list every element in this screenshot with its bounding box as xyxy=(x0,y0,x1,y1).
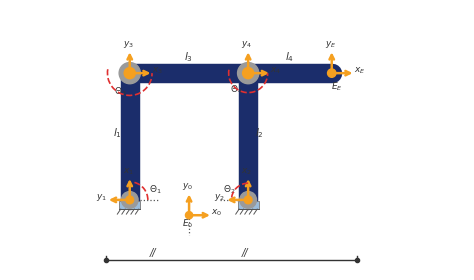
Text: //: // xyxy=(242,248,248,258)
Text: $y_4$: $y_4$ xyxy=(241,39,252,50)
Text: $l_3$: $l_3$ xyxy=(184,50,193,64)
Text: $l_2$: $l_2$ xyxy=(255,127,264,140)
Text: $x_2$: $x_2$ xyxy=(241,166,252,177)
Text: $l_4$: $l_4$ xyxy=(285,50,294,64)
Circle shape xyxy=(240,192,256,208)
Circle shape xyxy=(124,67,135,79)
Circle shape xyxy=(237,62,259,84)
Text: //: // xyxy=(150,248,157,258)
Text: $x_0$: $x_0$ xyxy=(211,207,222,218)
Text: $x_1$: $x_1$ xyxy=(123,166,134,177)
Text: $\Theta_2$: $\Theta_2$ xyxy=(223,184,236,197)
Text: $y_3$: $y_3$ xyxy=(123,39,134,50)
Text: $l_1$: $l_1$ xyxy=(113,127,122,140)
Circle shape xyxy=(243,67,254,79)
Circle shape xyxy=(185,212,193,219)
Circle shape xyxy=(121,192,138,208)
Text: $y_2$: $y_2$ xyxy=(214,192,225,203)
Text: $y_1$: $y_1$ xyxy=(96,192,107,203)
Circle shape xyxy=(119,62,140,84)
Circle shape xyxy=(126,196,134,204)
Text: $\Theta_1$: $\Theta_1$ xyxy=(149,184,161,197)
Text: $x_E$: $x_E$ xyxy=(354,65,365,76)
Text: $\Theta_3$: $\Theta_3$ xyxy=(114,85,127,97)
Text: $E_0$: $E_0$ xyxy=(182,217,193,230)
Text: $y_E$: $y_E$ xyxy=(325,39,336,50)
Text: $x_4$: $x_4$ xyxy=(270,65,282,76)
Text: $E_E$: $E_E$ xyxy=(331,81,343,93)
Bar xyxy=(237,201,259,209)
Circle shape xyxy=(328,69,336,77)
Text: $y_0$: $y_0$ xyxy=(182,181,193,192)
Text: $x_3$: $x_3$ xyxy=(152,65,163,76)
Circle shape xyxy=(244,196,252,204)
Bar xyxy=(119,201,140,209)
Text: $\Theta_4$: $\Theta_4$ xyxy=(230,83,243,95)
